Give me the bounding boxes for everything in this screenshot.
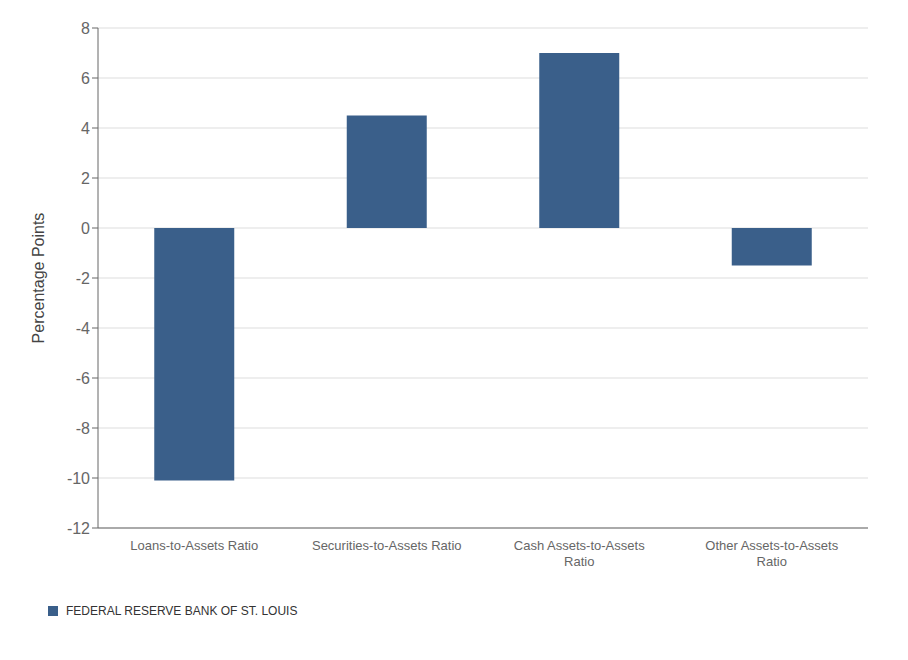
svg-text:-8: -8: [76, 420, 90, 437]
html-text:FEDERAL RESERVE BANK OF ST. LO: FEDERAL RESERVE BANK OF ST. LOUIS: [66, 604, 298, 618]
svg-text:Percentage Points: Percentage Points: [30, 213, 47, 344]
svg-text:4: 4: [81, 120, 90, 137]
svg-text:6: 6: [81, 70, 90, 87]
svg-text:Cash Assets-to-AssetsRatio: Cash Assets-to-AssetsRatio: [514, 538, 645, 569]
svg-text:-12: -12: [67, 520, 90, 537]
svg-text:-6: -6: [76, 370, 90, 387]
svg-text:-4: -4: [76, 320, 90, 337]
svg-text:Loans-to-Assets Ratio: Loans-to-Assets Ratio: [130, 538, 258, 553]
svg-text:Securities-to-Assets Ratio: Securities-to-Assets Ratio: [312, 538, 462, 553]
svg-text:2: 2: [81, 170, 90, 187]
svg-text:-2: -2: [76, 270, 90, 287]
svg-text:-10: -10: [67, 470, 90, 487]
svg-text:8: 8: [81, 20, 90, 37]
svg-text:0: 0: [81, 220, 90, 237]
svg-text:Other Assets-to-AssetsRatio: Other Assets-to-AssetsRatio: [705, 538, 838, 569]
